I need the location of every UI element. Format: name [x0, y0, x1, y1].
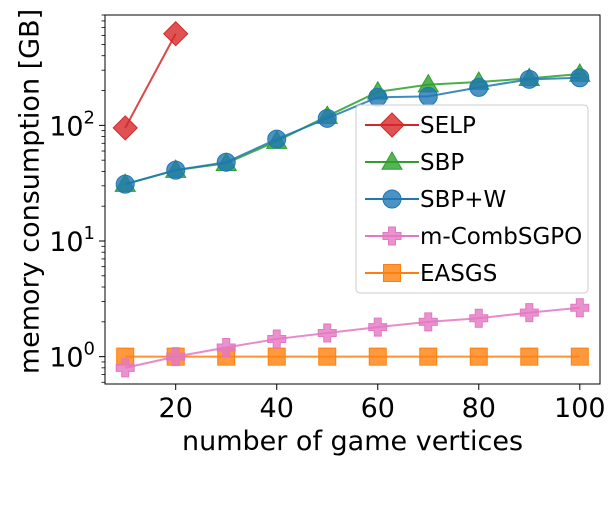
data-point [112, 115, 138, 141]
legend-marker [383, 264, 401, 282]
data-point [469, 77, 489, 97]
legend-label: SBP+W [420, 187, 506, 213]
data-point [469, 308, 489, 328]
data-point [368, 317, 388, 337]
legend-entry-sbp: SBP [365, 150, 464, 176]
legend-entry-sbp-w: SBP+W [365, 187, 506, 213]
legend-label: m-CombSGPO [420, 224, 582, 250]
y-tick-label: 101 [49, 223, 95, 258]
data-point [216, 337, 236, 357]
legend-box [355, 104, 589, 294]
data-point [418, 312, 438, 332]
data-point [163, 21, 189, 47]
data-point [267, 347, 286, 366]
data-point [519, 303, 539, 323]
y-tick-exponent: 1 [84, 223, 95, 244]
data-point [570, 347, 589, 366]
x-tick-label: 100 [554, 393, 606, 424]
series-layer [112, 21, 591, 378]
data-point [469, 347, 488, 366]
data-point [570, 298, 590, 318]
y-tick-label: 102 [49, 107, 95, 142]
series-sbp-w [115, 68, 590, 194]
y-tick-base: 10 [49, 343, 83, 374]
x-tick-label: 80 [462, 393, 496, 424]
legend-marker [382, 189, 402, 209]
legend-entry-easgs: EASGS [365, 261, 497, 287]
legend-label: SELP [420, 113, 476, 139]
y-tick-base: 10 [49, 111, 83, 142]
data-point [166, 347, 186, 367]
legend-marker [381, 151, 403, 170]
data-point [570, 68, 590, 88]
data-point [368, 87, 388, 107]
legend: SELP SBP SBP+W m-CombSGPO EASGS [355, 104, 589, 294]
data-point [419, 347, 438, 366]
legend-entry-selp: SELP [365, 112, 476, 139]
data-point [115, 174, 135, 194]
legend-marker [382, 226, 402, 246]
y-tick-label: 100 [49, 339, 95, 374]
data-point [267, 329, 287, 349]
x-tick-label: 20 [159, 393, 193, 424]
y-axis-label: memory consumption [GB] [15, 9, 46, 374]
series-line [124, 306, 580, 369]
series-m-combsgpo [115, 298, 590, 378]
legend-marker [379, 112, 405, 138]
series-line [124, 76, 580, 186]
series-selp [112, 21, 189, 141]
x-tick-label: 60 [361, 393, 395, 424]
y-tick-exponent: 0 [84, 339, 95, 360]
data-point [317, 108, 337, 128]
data-point [368, 347, 387, 366]
data-point [519, 69, 539, 89]
legend-label: SBP [420, 150, 464, 176]
data-point [166, 160, 186, 180]
legend-label: EASGS [420, 261, 497, 287]
data-point [520, 347, 539, 366]
y-tick-exponent: 2 [84, 107, 95, 128]
series-line [124, 33, 177, 129]
data-point [318, 347, 337, 366]
data-point [115, 358, 135, 378]
data-point [267, 129, 287, 149]
legend-entry-m-combsgpo: m-CombSGPO [365, 224, 582, 250]
y-tick-base: 10 [49, 227, 83, 258]
data-point [216, 152, 236, 172]
x-tick-label: 40 [260, 393, 294, 424]
data-point [317, 323, 337, 343]
plot-frame [104, 14, 601, 385]
data-point [418, 86, 438, 106]
series-easgs [116, 347, 589, 366]
x-axis-label: number of game vertices [182, 426, 523, 457]
